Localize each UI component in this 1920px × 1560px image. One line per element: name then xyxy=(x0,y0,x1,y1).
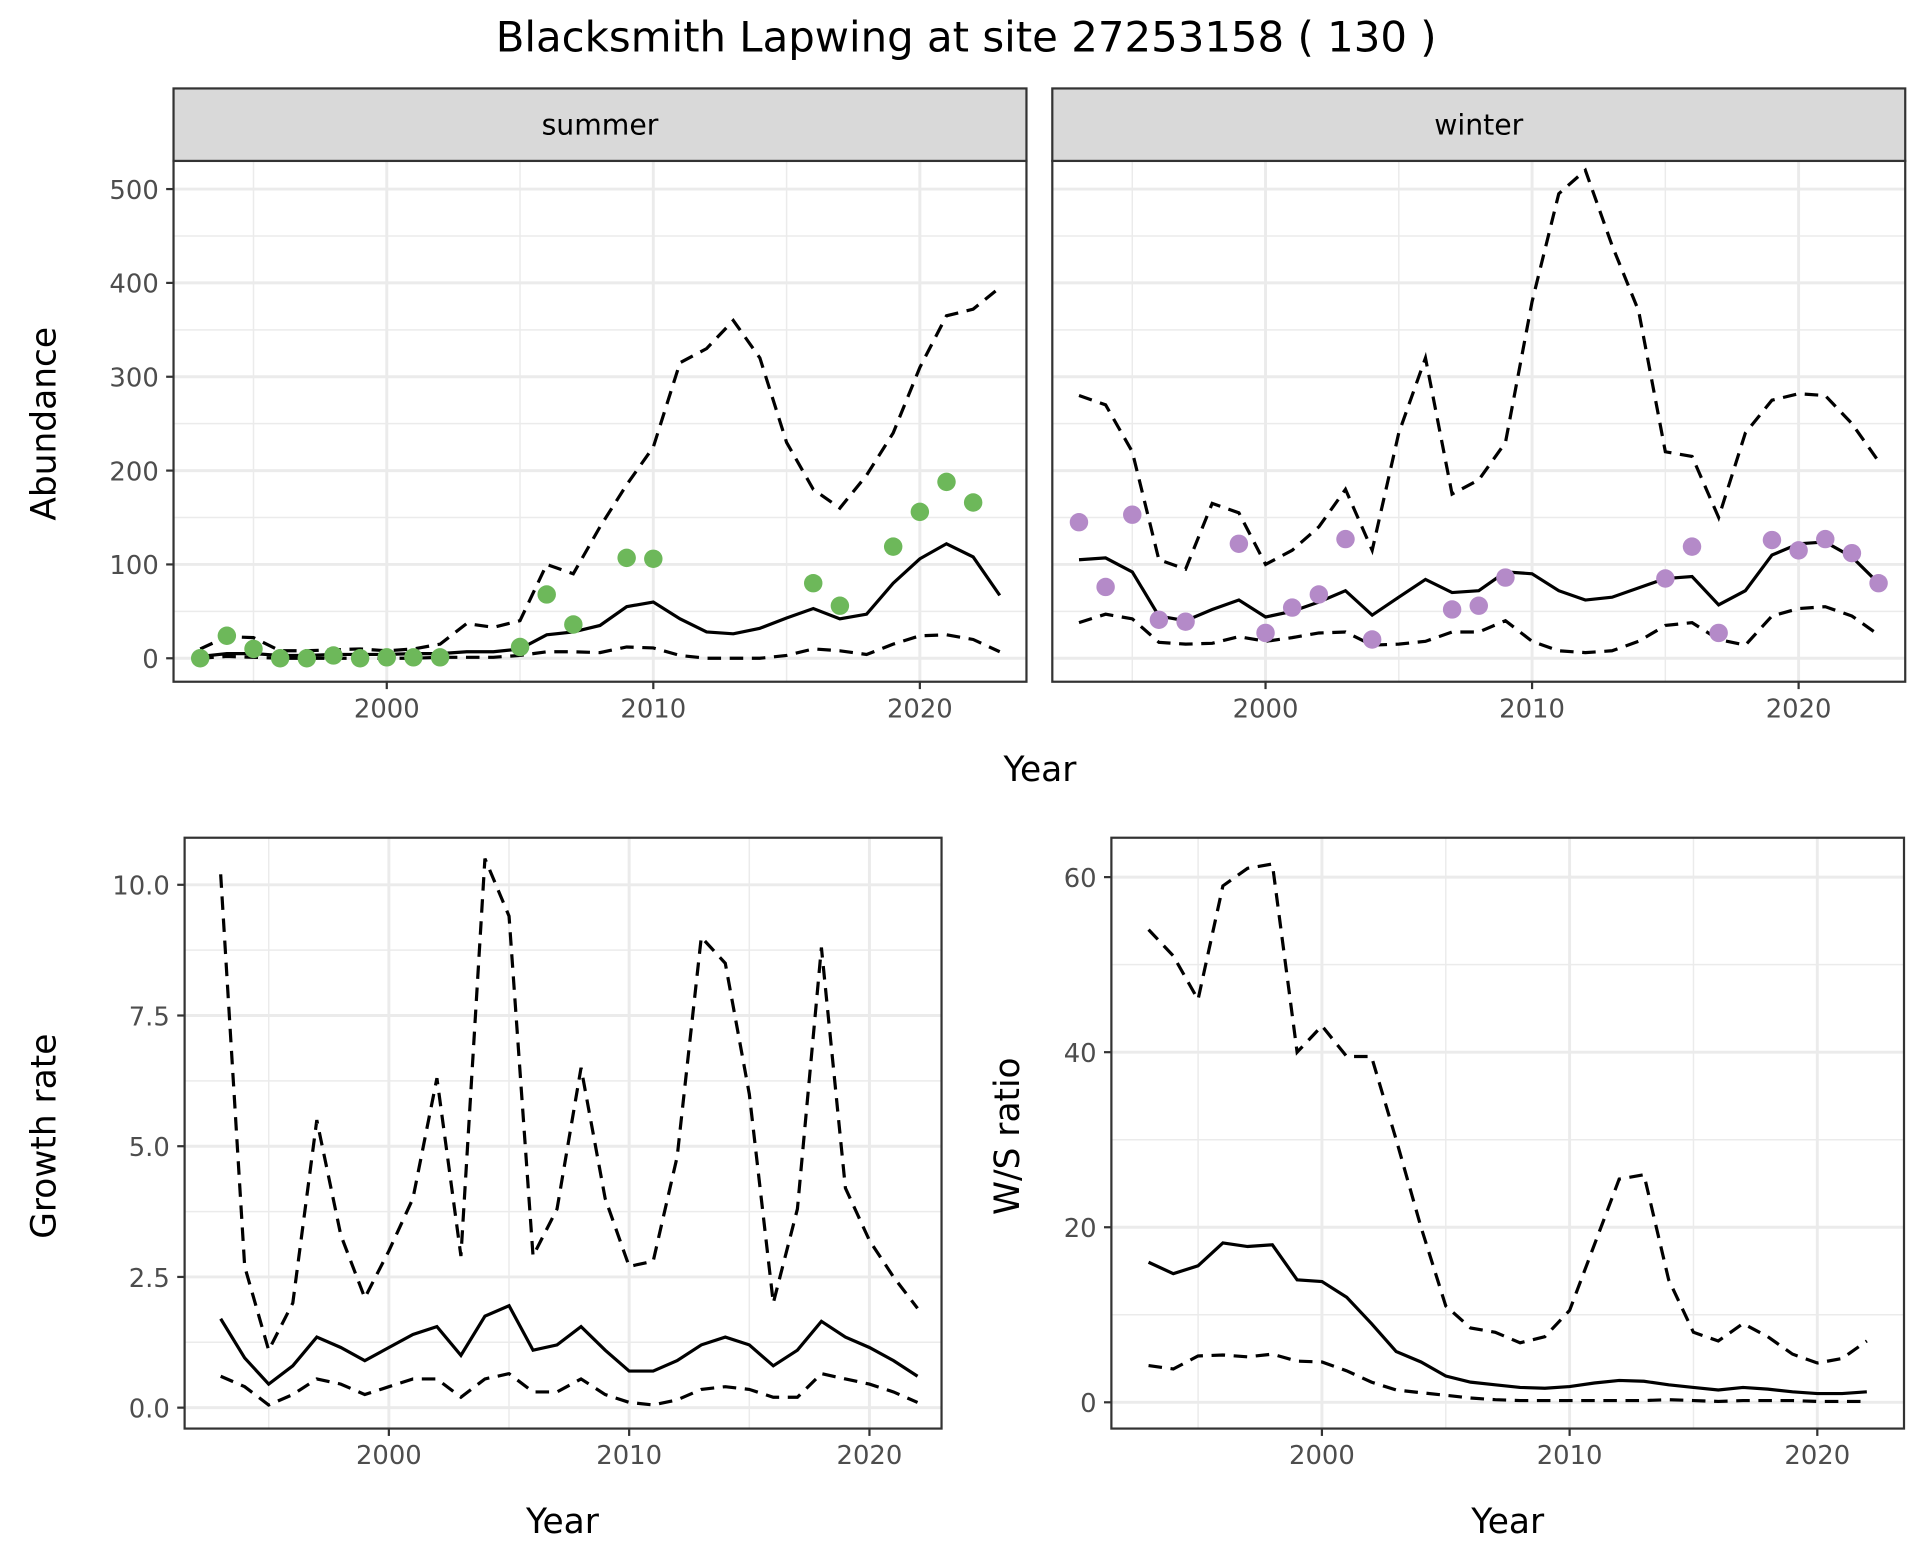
x-tick-label: 2000 xyxy=(1233,694,1299,724)
panel-winter: winter 2000 2010 2020 xyxy=(1051,87,1907,724)
facet-strip-label: winter xyxy=(1434,109,1523,142)
data-point-winter xyxy=(1362,630,1382,649)
data-point-summer xyxy=(270,649,290,668)
x-tick-label: 2020 xyxy=(1766,694,1832,724)
data-point-summer xyxy=(644,549,663,569)
data-point-summer xyxy=(350,649,370,668)
x-axis-title: Year xyxy=(525,1502,600,1542)
series-line-lower xyxy=(220,1371,919,1407)
data-point-winter xyxy=(1229,534,1249,553)
panel-summer: summer 2000 2010 2020 0 100 200 300 400 500 Abunda… xyxy=(24,87,1028,724)
series-line-upper xyxy=(219,857,919,1355)
series-line-mean xyxy=(1147,1241,1867,1396)
panel-border xyxy=(183,836,943,1430)
facet-strip xyxy=(172,87,1028,163)
x-axis-title: Year xyxy=(1470,1502,1545,1542)
data-point-summer xyxy=(537,585,556,604)
data-point-winter xyxy=(1709,623,1728,643)
data-point-winter xyxy=(1309,585,1329,604)
data-point-winter xyxy=(1842,543,1862,563)
data-point-winter xyxy=(1656,569,1675,588)
y-tick-label: 7.5 xyxy=(129,1002,170,1032)
data-point-summer xyxy=(217,626,237,645)
data-point-summer xyxy=(324,646,343,665)
data-point-summer xyxy=(937,472,956,492)
data-point-summer xyxy=(883,537,903,556)
data-point-winter xyxy=(1123,505,1142,524)
x-tick-label: 2010 xyxy=(1537,1441,1603,1471)
chart-title: Blacksmith Lapwing at site 27253158 ( 13… xyxy=(496,13,1437,62)
panel-growth: 2000 2010 2020 0.0 2.5 5.0 7.5 10.0 Growth rate Y… xyxy=(24,836,943,1542)
y-tick-label: 40 xyxy=(1064,1039,1097,1069)
y-axis-title: Growth rate xyxy=(24,1034,64,1239)
y-axis-title: W/S ratio xyxy=(988,1057,1028,1215)
x-tick-label: 2000 xyxy=(356,1441,422,1471)
y-tick-label: 10.0 xyxy=(112,872,170,902)
y-tick-label: 2.5 xyxy=(129,1264,170,1294)
data-point-winter xyxy=(1469,596,1488,615)
data-point-summer xyxy=(430,648,450,667)
facet-strip xyxy=(1051,87,1907,163)
data-point-winter xyxy=(1682,537,1702,556)
y-tick-label: 5.0 xyxy=(129,1133,170,1163)
data-point-summer xyxy=(297,649,317,668)
data-point-summer xyxy=(564,615,583,634)
x-tick-label: 2020 xyxy=(1784,1441,1850,1471)
data-point-summer xyxy=(377,648,396,667)
data-point-winter xyxy=(1069,512,1089,532)
x-tick-label: 2020 xyxy=(837,1441,903,1471)
data-point-winter xyxy=(1336,529,1355,549)
data-point-summer xyxy=(830,596,850,615)
series-line-lower xyxy=(1148,1352,1867,1404)
x-tick-label: 2000 xyxy=(1289,1441,1355,1471)
y-tick-label: 400 xyxy=(109,270,158,300)
data-point-winter xyxy=(1496,568,1515,587)
y-tick-label: 20 xyxy=(1064,1214,1097,1244)
data-point-winter xyxy=(1096,577,1115,597)
x-tick-label: 2010 xyxy=(596,1441,662,1471)
data-point-winter xyxy=(1869,573,1888,593)
data-point-winter xyxy=(1762,530,1782,550)
y-tick-label: 200 xyxy=(109,457,158,487)
y-tick-label: 0 xyxy=(142,645,158,675)
series-line-lower xyxy=(1078,605,1880,655)
y-tick-label: 100 xyxy=(109,551,158,581)
x-tick-label: 2020 xyxy=(887,694,953,724)
x-tick-label: 2010 xyxy=(620,694,686,724)
y-tick-label: 0.0 xyxy=(129,1395,170,1425)
data-point-summer xyxy=(910,502,930,522)
x-axis-title: Year xyxy=(1003,750,1078,790)
series-line-mean xyxy=(219,1303,919,1387)
data-point-summer xyxy=(804,573,823,593)
panel-border xyxy=(1110,836,1906,1430)
panel-ratio: 2000 2010 2020 0 20 40 60 W/S ratio Year xyxy=(988,836,1906,1542)
data-point-summer xyxy=(617,548,636,568)
data-point-summer xyxy=(404,648,423,667)
facet-strip-label: summer xyxy=(542,109,659,142)
y-tick-label: 500 xyxy=(109,176,158,206)
data-point-summer xyxy=(190,649,210,668)
data-point-winter xyxy=(1282,598,1302,617)
series-line-mean xyxy=(1078,540,1880,623)
series-line-upper xyxy=(1078,167,1880,572)
y-tick-label: 60 xyxy=(1064,864,1097,894)
data-point-summer xyxy=(244,639,263,659)
data-point-summer xyxy=(963,493,983,512)
data-point-winter xyxy=(1149,610,1169,630)
y-tick-label: 0 xyxy=(1080,1389,1096,1419)
data-point-winter xyxy=(1442,600,1462,619)
data-point-summer xyxy=(510,637,530,657)
series-line-mean xyxy=(200,541,1002,659)
data-point-winter xyxy=(1256,623,1275,643)
y-tick-label: 300 xyxy=(109,364,158,394)
series-line-upper xyxy=(1147,862,1868,1365)
x-tick-label: 2000 xyxy=(354,694,420,724)
data-point-winter xyxy=(1176,612,1195,631)
y-axis-title: Abundance xyxy=(24,327,64,521)
x-tick-label: 2010 xyxy=(1499,694,1565,724)
panel-border xyxy=(172,159,1028,683)
data-point-winter xyxy=(1816,529,1835,549)
data-point-winter xyxy=(1789,541,1808,560)
